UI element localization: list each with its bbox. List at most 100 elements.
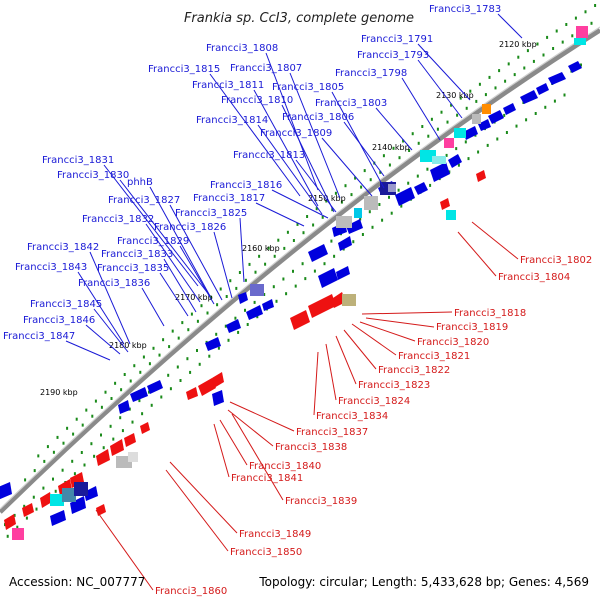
label-francci3-1834[interactable]: Francci3_1834 [316, 411, 388, 422]
tick-dot [555, 29, 558, 33]
label-francci3-1836[interactable]: Francci3_1836 [78, 278, 150, 289]
tick-dot [523, 66, 526, 70]
label-francci3-1830[interactable]: Francci3_1830 [57, 170, 129, 181]
tick-dot [61, 468, 64, 472]
tick-dot [110, 397, 113, 400]
label-francci3-1805[interactable]: Francci3_1805 [272, 82, 344, 93]
tick-dot [114, 381, 117, 385]
label-francci3-1840[interactable]: Francci3_1840 [249, 461, 321, 472]
leader-line [343, 329, 377, 370]
label-francci3-1842[interactable]: Francci3_1842 [27, 242, 99, 253]
tick-dot [169, 387, 172, 391]
label-francci3-1841[interactable]: Francci3_1841 [231, 473, 303, 484]
tick-dot [133, 364, 136, 368]
tick-dot [496, 137, 499, 141]
tick-dot [264, 262, 267, 266]
label-francci3-1846[interactable]: Francci3_1846 [23, 315, 95, 326]
tick-dot [162, 338, 165, 342]
tick-dot [100, 405, 103, 409]
label-francci3-1810[interactable]: Francci3_1810 [221, 95, 293, 106]
label-francci3-1783[interactable]: Francci3_1783 [429, 4, 501, 15]
tick-dot [333, 254, 336, 258]
tick-dot [256, 315, 259, 319]
tick-dot [390, 211, 393, 215]
leader-line [359, 321, 416, 342]
tick-dot [219, 287, 222, 291]
label-francci3-1823[interactable]: Francci3_1823 [358, 380, 430, 391]
reverse-genes [4, 170, 486, 530]
tick-dot [494, 86, 497, 90]
label-francci3-1820[interactable]: Francci3_1820 [417, 337, 489, 348]
leader-line [89, 251, 131, 345]
label-francci3-1813[interactable]: Francci3_1813 [233, 150, 305, 161]
label-francci3-1826[interactable]: Francci3_1826 [154, 222, 226, 233]
label-francci3-1822[interactable]: Francci3_1822 [378, 365, 450, 376]
label-francci3-1850[interactable]: Francci3_1850 [230, 547, 302, 558]
tick-dot [407, 181, 410, 185]
label-francci3-1817[interactable]: Francci3_1817 [193, 193, 265, 204]
tick-dot [552, 47, 555, 50]
tick-dot [237, 330, 240, 334]
label-francci3-1847[interactable]: Francci3_1847 [3, 331, 75, 342]
tick-dot [81, 423, 84, 427]
tick-dot [71, 459, 74, 463]
label-francci3-1821[interactable]: Francci3_1821 [398, 351, 470, 362]
label-francci3-1819[interactable]: Francci3_1819 [436, 322, 508, 333]
tick-dot [273, 254, 276, 258]
label-francci3-1816[interactable]: Francci3_1816 [210, 180, 282, 191]
kbp-label-2180: 2180 kbp [109, 341, 147, 350]
leader-line [119, 179, 211, 297]
label-francci3-1814[interactable]: Francci3_1814 [196, 115, 268, 126]
tick-dot [216, 303, 219, 307]
label-francci3-1806[interactable]: Francci3_1806 [282, 112, 354, 123]
label-francci3-1807[interactable]: Francci3_1807 [230, 63, 302, 74]
label-francci3-1827[interactable]: Francci3_1827 [108, 195, 180, 206]
label-francci3-1837[interactable]: Francci3_1837 [296, 427, 368, 438]
label-francci3-1793[interactable]: Francci3_1793 [357, 50, 429, 61]
label-francci3-1808[interactable]: Francci3_1808 [206, 43, 278, 54]
tick-dot [296, 222, 299, 226]
label-francci3-1831[interactable]: Francci3_1831 [42, 155, 114, 166]
tick-dot [177, 336, 180, 340]
label-francci3-1809[interactable]: Francci3_1809 [260, 128, 332, 139]
label-francci3-1845[interactable]: Francci3_1845 [30, 299, 102, 310]
tick-dot [148, 362, 151, 366]
tick-dot [301, 262, 304, 266]
kbp-label-2130: 2130 kbp [436, 91, 474, 100]
label-francci3-1824[interactable]: Francci3_1824 [338, 396, 410, 407]
label-francci3-1825[interactable]: Francci3_1825 [175, 208, 247, 219]
tick-dot [56, 435, 59, 439]
label-francci3-1860[interactable]: Francci3_1860 [155, 586, 227, 597]
tick-dot [94, 399, 97, 403]
label-francci3-1802[interactable]: Francci3_1802 [520, 255, 592, 266]
tick-dot [571, 34, 574, 38]
label-francci3-1791[interactable]: Francci3_1791 [361, 34, 433, 45]
kbp-label-2190: 2190 kbp [40, 388, 78, 397]
label-francci3-1833[interactable]: Francci3_1833 [101, 249, 173, 260]
label-francci3-1804[interactable]: Francci3_1804 [498, 272, 570, 283]
map-title: Frankia sp. CcI3, complete genome [184, 11, 414, 26]
label-francci3-1838[interactable]: Francci3_1838 [275, 442, 347, 453]
label-francci3-1811[interactable]: Francci3_1811 [192, 80, 264, 91]
tick-dot [168, 345, 171, 349]
label-francci3-1829[interactable]: Francci3_1829 [117, 236, 189, 247]
tick-dot [400, 204, 403, 208]
label-francci3-1815[interactable]: Francci3_1815 [148, 64, 220, 75]
tick-dot [80, 451, 83, 454]
label-phhb[interactable]: phhB [127, 177, 153, 188]
label-francci3-1843[interactable]: Francci3_1843 [15, 262, 87, 273]
label-francci3-1849[interactable]: Francci3_1849 [239, 529, 311, 540]
tick-dot [416, 174, 419, 178]
label-francci3-1818[interactable]: Francci3_1818 [454, 308, 526, 319]
label-francci3-1839[interactable]: Francci3_1839 [285, 496, 357, 507]
tick-dot [100, 433, 102, 437]
label-francci3-1798[interactable]: Francci3_1798 [335, 68, 407, 79]
label-francci3-1835[interactable]: Francci3_1835 [97, 263, 169, 274]
tick-dot [292, 269, 294, 273]
tick-dot [361, 233, 364, 236]
label-francci3-1832[interactable]: Francci3_1832 [82, 214, 154, 225]
label-francci3-1803[interactable]: Francci3_1803 [315, 98, 387, 109]
leader-line [85, 324, 121, 355]
tick-dot [283, 246, 286, 250]
tick-dot [189, 370, 192, 374]
